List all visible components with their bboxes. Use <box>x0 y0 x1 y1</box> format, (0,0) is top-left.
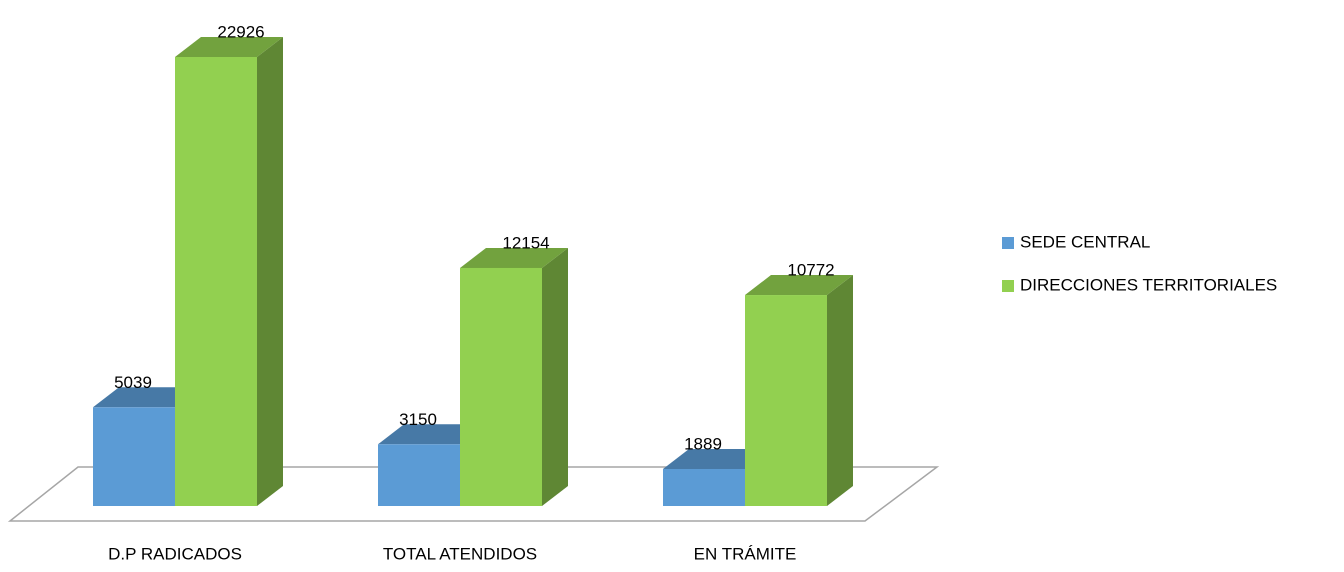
data-label: 1889 <box>684 434 722 453</box>
x-tick-label: TOTAL ATENDIDOS <box>383 544 537 563</box>
legend-swatch <box>1002 280 1014 292</box>
bar-top <box>745 275 853 296</box>
legend-label: SEDE CENTRAL <box>1020 232 1150 251</box>
bar <box>745 295 827 506</box>
bar-side <box>257 37 283 506</box>
legend-label: DIRECCIONES TERRITORIALES <box>1020 275 1277 294</box>
x-tick-label: EN TRÁMITE <box>694 544 797 563</box>
bar <box>93 407 175 506</box>
data-label: 12154 <box>502 233 549 252</box>
bar-top <box>93 387 201 408</box>
bar <box>460 267 542 506</box>
bar <box>378 444 460 506</box>
legend-swatch <box>1002 237 1014 249</box>
data-label: 3150 <box>399 410 437 429</box>
bar-top <box>378 424 486 445</box>
bar <box>663 469 745 506</box>
data-label: 10772 <box>787 261 834 280</box>
data-label: 22926 <box>217 22 264 41</box>
data-label: 5039 <box>114 373 152 392</box>
bar <box>175 57 257 506</box>
x-tick-label: D.P RADICADOS <box>108 544 242 563</box>
bar-top <box>175 37 283 57</box>
bar-top <box>663 449 771 470</box>
bar-side <box>827 275 853 506</box>
bar-side <box>542 247 568 507</box>
bar-top <box>460 247 568 268</box>
